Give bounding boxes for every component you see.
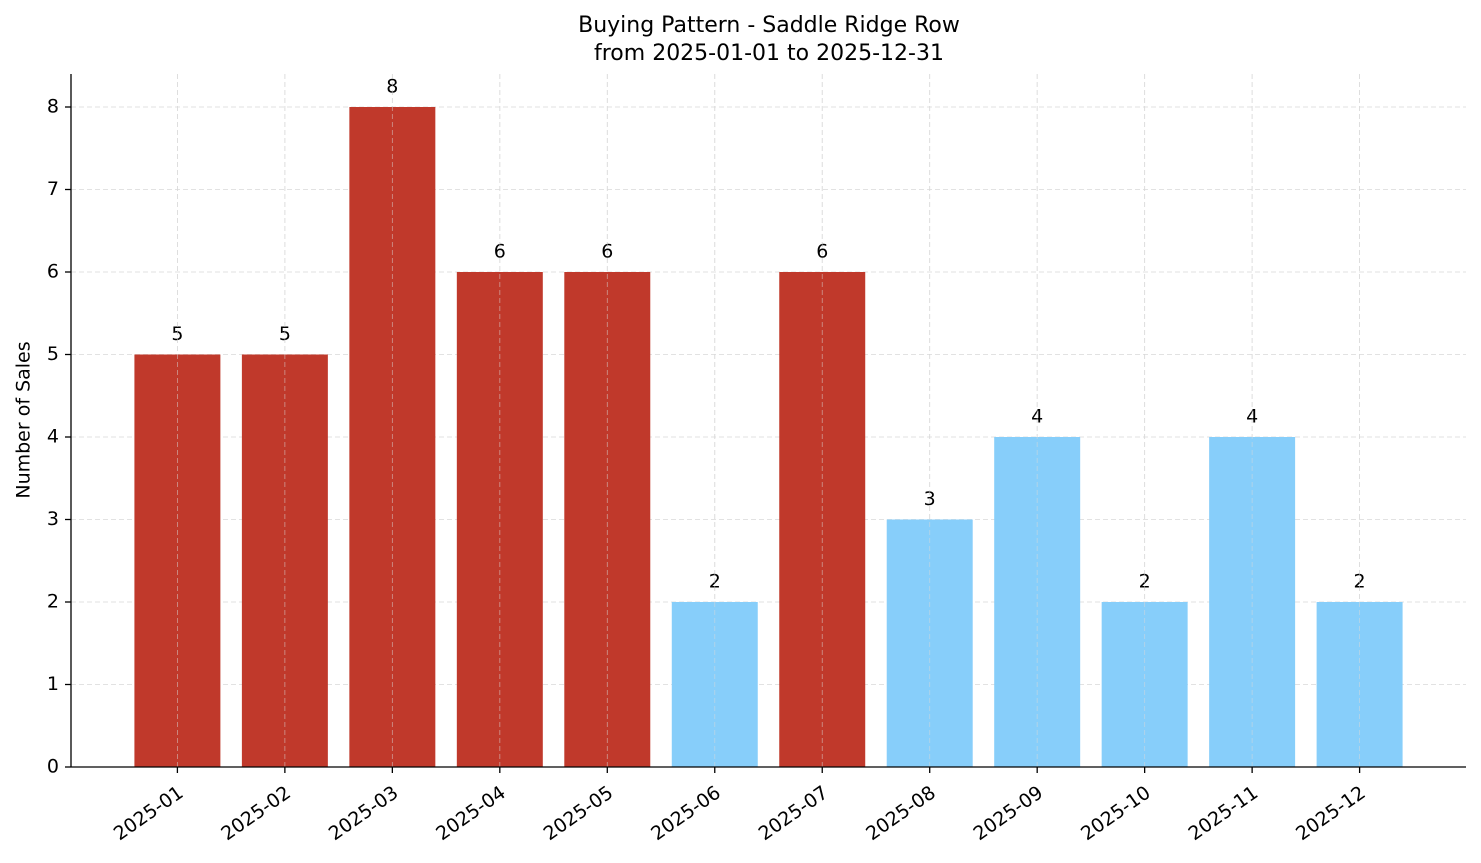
y-tick-label: 2 xyxy=(47,591,59,613)
chart-title: Buying Pattern - Saddle Ridge Row xyxy=(578,13,960,38)
y-tick-label: 0 xyxy=(47,756,59,778)
chart-subtitle: from 2025-01-01 to 2025-12-31 xyxy=(594,41,944,66)
x-tick-label: 2025-12 xyxy=(1292,782,1370,846)
x-tick-label: 2025-02 xyxy=(217,782,295,846)
x-tick-label: 2025-04 xyxy=(432,782,510,846)
y-tick-label: 8 xyxy=(47,96,59,118)
bar xyxy=(241,354,328,767)
data-label: 4 xyxy=(1246,406,1258,428)
y-tick-label: 3 xyxy=(47,508,59,530)
x-tick-label: 2025-08 xyxy=(862,782,940,846)
x-tick-label: 2025-03 xyxy=(325,782,403,846)
bar xyxy=(134,354,221,767)
y-tick-label: 1 xyxy=(47,673,59,695)
x-tick-label: 2025-11 xyxy=(1184,782,1262,846)
x-tick-label: 2025-10 xyxy=(1077,782,1155,846)
x-tick-label: 2025-01 xyxy=(110,782,188,846)
data-label: 4 xyxy=(1031,406,1043,428)
y-tick-label: 7 xyxy=(47,178,59,200)
x-tick-label: 2025-06 xyxy=(647,782,725,846)
x-tick-label: 2025-05 xyxy=(540,782,618,846)
y-axis-label: Number of Sales xyxy=(13,341,35,498)
x-tick-label: 2025-09 xyxy=(970,782,1048,846)
y-tick-label: 5 xyxy=(47,343,59,365)
y-tick-label: 6 xyxy=(47,261,59,283)
y-tick-label: 4 xyxy=(47,426,59,448)
x-tick-label: 2025-07 xyxy=(755,782,833,846)
